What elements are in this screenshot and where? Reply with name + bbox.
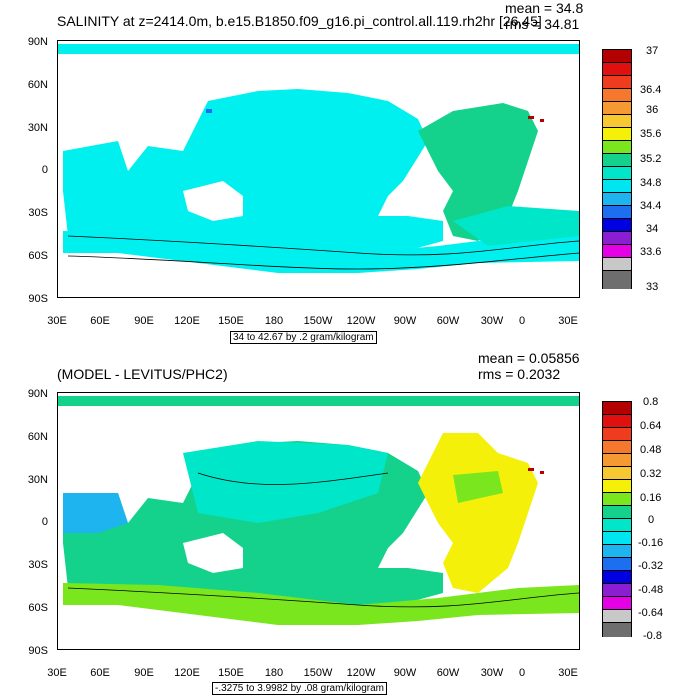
panel2-lon-label: 150W	[303, 667, 333, 679]
panel1-title: SALINITY at z=2414.0m, b.e15.B1850.f09_g…	[57, 13, 542, 29]
panel1-colorbar	[602, 49, 632, 289]
panel2-lat-label: 30S	[28, 559, 48, 571]
panel2-lon-label: 30E	[47, 667, 67, 679]
panel2-lat-label: 0	[41, 516, 48, 528]
panel2-lat-label: 90S	[28, 645, 48, 657]
panel1-lon-label: 30W	[480, 315, 504, 327]
panel2-lon-label: 90W	[393, 667, 417, 679]
panel2-lon-label: 150E	[218, 667, 244, 679]
panel1-lon-label: 60E	[90, 315, 110, 327]
panel2-colorbar-label: 0.64	[640, 420, 662, 432]
panel1-colorbar-label: 34.4	[640, 200, 662, 212]
panel2-lon-label: 120W	[346, 667, 376, 679]
panel1-lon-label: 0	[518, 315, 526, 327]
panel1-colorbar-label: 34.8	[640, 177, 662, 189]
panel2-colorbar-label: -0.16	[638, 537, 664, 549]
panel2-lat-label: 90N	[27, 388, 48, 400]
panel2-colorbar-label: -0.32	[638, 560, 664, 572]
panel1-colorbar-label: 37	[646, 45, 659, 57]
panel2-colorbar-label: 0.16	[640, 492, 662, 504]
panel1-map	[57, 40, 580, 298]
panel1-lat-label: 90S	[28, 293, 48, 305]
panel1-lon-label: 150E	[218, 315, 244, 327]
panel1-lat-label: 0	[41, 164, 48, 176]
panel1-colorbar-label: 36.4	[640, 84, 662, 96]
panel2-lat-label: 30N	[27, 474, 48, 486]
panel2-lon-label: 60E	[90, 667, 110, 679]
panel2-lon-label: 30W	[480, 667, 504, 679]
panel2-colorbar-label: -0.64	[638, 607, 664, 619]
panel1-lon-label: 150W	[303, 315, 333, 327]
panel2-lon-label: 180	[264, 667, 284, 679]
panel2-colorbar	[602, 401, 632, 637]
panel2-lat-label: 60S	[28, 602, 48, 614]
panel1-colorbar-label: 35.6	[640, 128, 662, 140]
panel2-colorbar-label: 0	[648, 514, 655, 526]
panel2-colorbar-label: 0.8	[643, 396, 659, 408]
panel1-lat-label: 60S	[28, 250, 48, 262]
panel1-lat-label: 30N	[27, 122, 48, 134]
panel2-title: (MODEL - LEVITUS/PHC2)	[57, 366, 228, 382]
panel2-colorbar-label: -0.48	[638, 584, 664, 596]
panel1-lat-label: 30S	[28, 207, 48, 219]
panel2-mean: mean = 0.05856	[478, 350, 580, 366]
panel2-colorbar-label: 0.32	[640, 468, 662, 480]
panel1-lon-label: 30E	[558, 315, 578, 327]
panel1-colorbar-label: 34	[646, 223, 659, 235]
panel1-colorbar-label: 33.6	[640, 246, 662, 258]
panel2-colorbar-label: -0.8	[643, 630, 662, 642]
panel1-lat-label: 60N	[27, 79, 48, 91]
panel2-lon-label: 30E	[558, 667, 578, 679]
panel1-lon-label: 90W	[393, 315, 417, 327]
panel1-lon-label: 180	[264, 315, 284, 327]
panel2-colorbar-label: 0.48	[640, 444, 662, 456]
panel1-colorbar-label: 35.2	[640, 153, 662, 165]
panel2-map	[57, 392, 580, 650]
panel2-lon-label: 60W	[436, 667, 460, 679]
panel2-lon-label: 0	[518, 667, 526, 679]
panel1-mean: mean = 34.8	[505, 0, 584, 16]
panel2-lon-label: 120E	[174, 667, 200, 679]
panel2-lon-label: 90E	[134, 667, 154, 679]
panel1-lon-label: 90E	[134, 315, 154, 327]
panel1-lon-label: 30E	[47, 315, 67, 327]
panel1-colorbar-label: 33	[646, 281, 659, 293]
panel2-lat-label: 60N	[27, 431, 48, 443]
panel1-lat-label: 90N	[27, 36, 48, 48]
panel2-rms: rms = 0.2032	[478, 366, 561, 382]
panel1-lon-label: 120E	[174, 315, 200, 327]
panel1-range-note: 34 to 42.67 by .2 gram/kilogram	[230, 331, 377, 344]
panel1-lon-label: 120W	[346, 315, 376, 327]
panel2-range-note: -.3275 to 3.9982 by .08 gram/kilogram	[212, 682, 387, 695]
panel1-colorbar-label: 36	[646, 104, 659, 116]
panel1-rms: rms = 34.81	[505, 16, 580, 32]
panel1-lon-label: 60W	[436, 315, 460, 327]
